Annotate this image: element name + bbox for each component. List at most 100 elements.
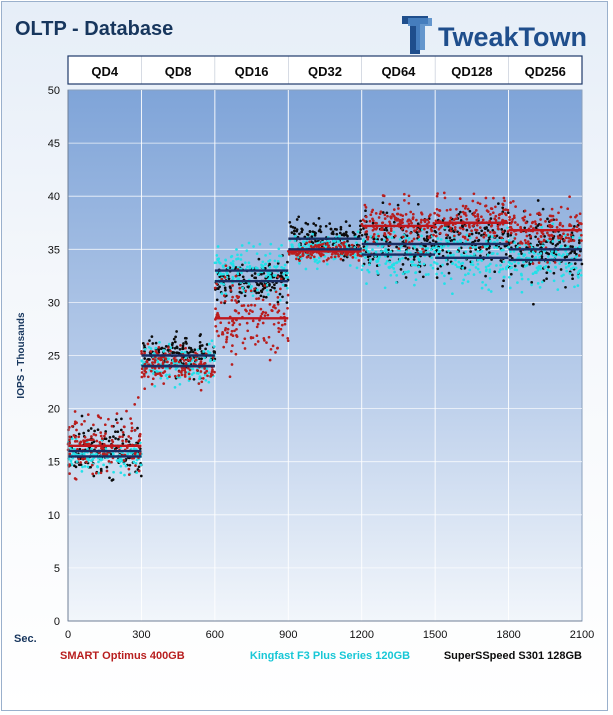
data-point [236,257,240,260]
data-point [162,350,166,353]
data-point [506,264,510,268]
data-point [577,241,581,245]
data-point [459,262,463,266]
data-point [559,205,563,209]
data-point [414,263,418,267]
data-point [193,348,197,352]
data-point [509,272,513,276]
data-point [130,426,134,430]
data-point [556,288,560,291]
data-point [125,409,128,413]
data-point [134,462,138,465]
data-point [282,272,286,276]
data-point [75,460,79,463]
data-point [118,435,122,439]
data-point [99,467,103,471]
data-point [250,285,253,288]
data-point [239,253,243,257]
data-point [438,231,442,235]
data-point [426,251,430,255]
data-point [272,322,276,326]
data-point [516,223,520,227]
data-point [295,257,298,261]
data-point [143,344,146,347]
data-point [301,253,305,257]
data-point [349,253,352,257]
data-point [412,237,416,241]
data-point [95,452,98,456]
data-point [169,349,172,353]
data-point [347,244,351,247]
data-point [559,268,563,271]
data-point [175,351,178,355]
data-point [200,350,204,353]
data-point [539,240,543,244]
data-point [578,239,581,242]
data-point [506,208,510,212]
data-point [575,214,578,217]
data-point [198,347,202,350]
data-point [465,228,469,232]
data-point [436,237,440,240]
data-point [580,262,584,266]
data-point [471,263,475,267]
data-point [424,244,427,248]
y-axis-title: IOPS - Thousands [16,312,27,399]
data-point [240,304,244,308]
data-point [404,240,408,244]
data-point [276,296,280,299]
data-point [99,431,103,434]
data-point [119,428,123,432]
data-point [415,249,419,252]
data-point [136,396,140,399]
data-point [104,432,107,435]
data-point [464,250,468,254]
data-point [472,192,476,196]
data-point [151,357,155,361]
data-point [405,251,409,254]
data-point [339,225,343,229]
data-point [392,263,396,267]
data-point [452,240,456,243]
data-point [484,274,487,278]
data-point [342,243,346,247]
data-point [160,346,164,350]
data-point [213,261,217,265]
data-point [83,435,87,439]
data-point [317,243,320,247]
data-point [138,434,142,438]
data-point [512,214,516,218]
data-point [110,460,113,464]
data-point [109,452,113,456]
data-point [286,271,289,275]
data-point [159,356,163,359]
data-point [538,286,542,289]
data-point [383,286,387,290]
data-point [129,437,133,440]
data-point [435,262,438,265]
data-point [309,252,312,256]
data-point [570,262,573,266]
data-point [317,217,321,220]
data-point [284,284,288,287]
data-point [212,359,216,363]
data-point [455,207,458,211]
data-point [452,234,456,238]
y-tick-label: 25 [48,351,60,363]
data-point [401,272,405,276]
data-point [314,224,318,227]
data-point [509,201,513,204]
data-point [237,277,240,281]
data-point [507,275,511,279]
data-point [398,257,402,261]
data-point [122,462,126,466]
data-point [236,253,239,257]
data-point [260,282,264,286]
data-point [199,370,203,373]
data-point [442,217,446,220]
data-point [561,224,565,228]
data-point [504,267,508,271]
data-point [502,208,505,212]
data-point [453,226,457,229]
data-point [92,474,96,478]
